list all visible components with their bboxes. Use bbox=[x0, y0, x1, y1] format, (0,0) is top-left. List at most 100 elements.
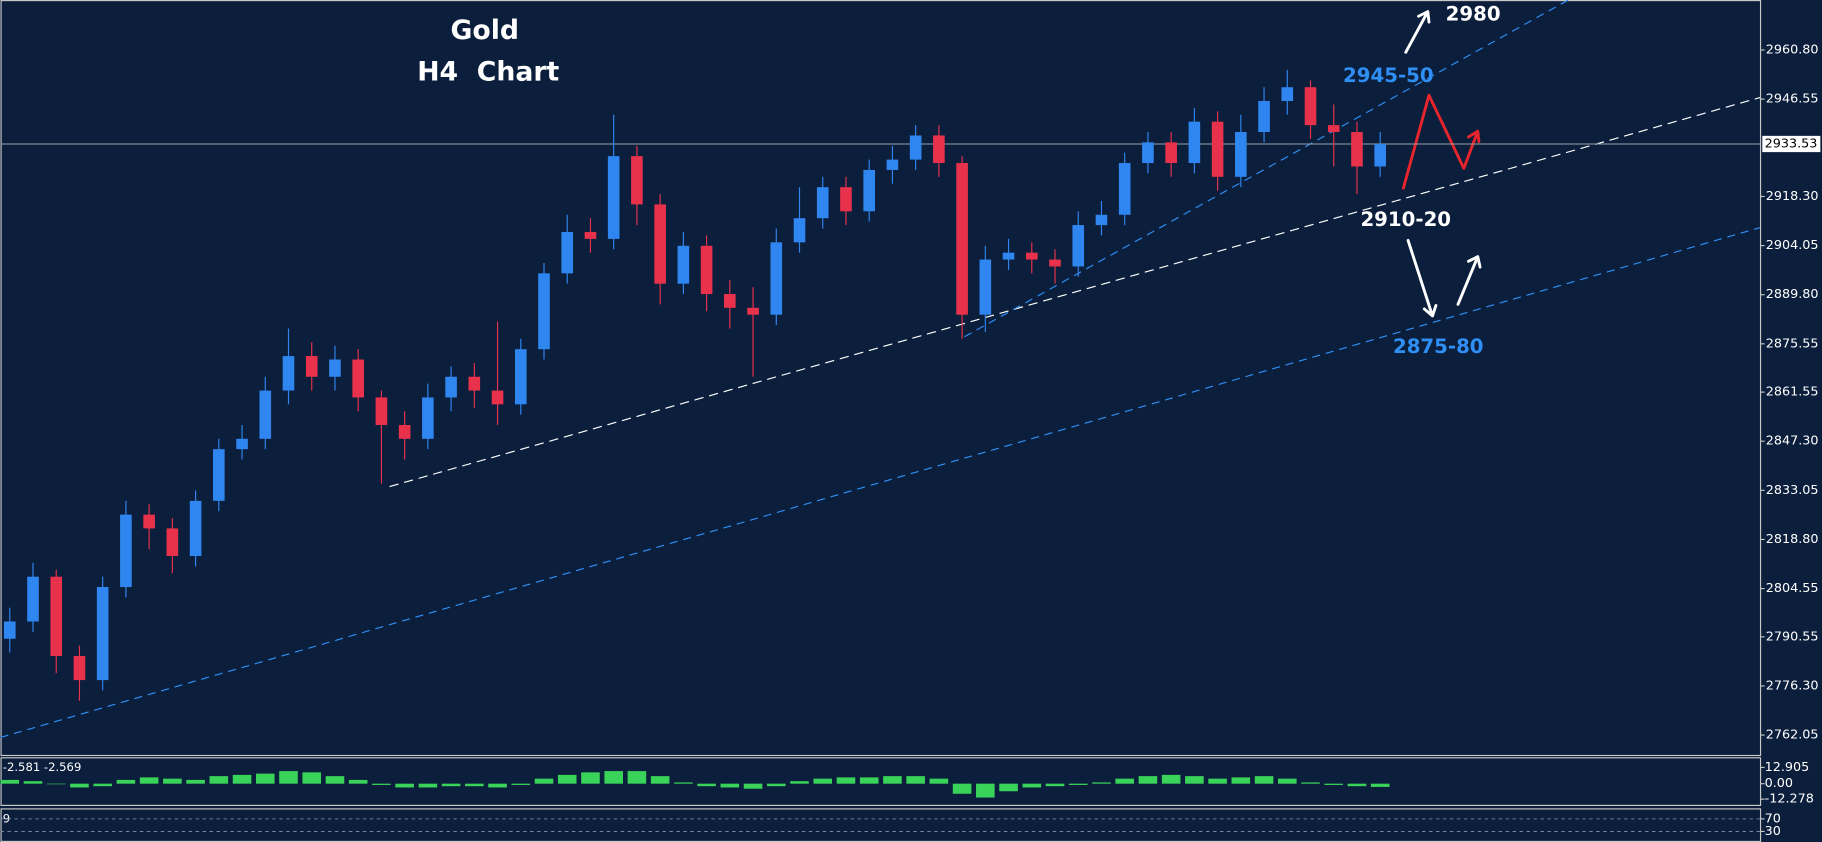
candle-body bbox=[27, 576, 39, 622]
macd-bar bbox=[1324, 783, 1344, 785]
candle-body bbox=[1072, 225, 1085, 267]
macd-bar bbox=[255, 773, 275, 784]
candle-body bbox=[1002, 252, 1015, 260]
candle-body bbox=[863, 169, 875, 212]
osc-panel-border bbox=[0, 808, 1762, 842]
y-tick-label: 2790.55 bbox=[1766, 629, 1819, 644]
macd-bar bbox=[1277, 778, 1297, 784]
candle-body bbox=[50, 576, 63, 656]
candle-body bbox=[96, 587, 109, 681]
macd-bar bbox=[23, 781, 43, 784]
candle-body bbox=[329, 359, 341, 377]
macd-bar bbox=[441, 783, 461, 787]
candle-body bbox=[1374, 144, 1387, 167]
candle-body bbox=[1304, 87, 1317, 126]
candle-body bbox=[607, 156, 620, 239]
macd-bar bbox=[1045, 783, 1065, 787]
candle-body bbox=[933, 135, 945, 164]
candle-body bbox=[120, 514, 132, 588]
macd-bar bbox=[883, 776, 902, 784]
macd-bar bbox=[70, 783, 89, 788]
macd-bar bbox=[813, 778, 833, 784]
candle-body bbox=[1235, 132, 1247, 177]
candle-body bbox=[886, 159, 899, 170]
macd-bar bbox=[604, 771, 623, 784]
y-tick-label: 2960.80 bbox=[1766, 42, 1819, 57]
annotation: 2910-20 bbox=[1360, 208, 1451, 231]
macd-bar bbox=[1254, 776, 1274, 784]
indicator-label: -2.581 -2.569 bbox=[3, 760, 82, 774]
y-tick-label: 2904.05 bbox=[1766, 238, 1819, 253]
candle-body bbox=[631, 156, 643, 205]
candle-body bbox=[305, 356, 318, 377]
indicator-label: 9 bbox=[3, 811, 10, 825]
arrow bbox=[1404, 10, 1431, 54]
current-price-box bbox=[1762, 135, 1821, 153]
candle-body bbox=[538, 273, 550, 350]
arrow bbox=[1456, 255, 1482, 306]
trend-line bbox=[964, 0, 1569, 338]
macd-bar bbox=[697, 783, 716, 787]
candle-body bbox=[1049, 259, 1061, 267]
candle-body bbox=[491, 390, 504, 405]
candle-body bbox=[236, 438, 248, 450]
candle-body bbox=[770, 242, 783, 315]
macd-bar bbox=[488, 783, 507, 788]
macd-bar bbox=[511, 783, 531, 785]
annotation: 2875-80 bbox=[1393, 335, 1484, 358]
candle-body bbox=[654, 204, 666, 284]
arrow bbox=[1406, 238, 1438, 318]
macd-bar bbox=[1068, 783, 1088, 785]
candle-body bbox=[956, 163, 968, 315]
macd-bar bbox=[790, 781, 809, 784]
candle-body bbox=[1188, 121, 1201, 164]
y-tick-label: 2804.55 bbox=[1766, 581, 1819, 596]
candle-body bbox=[840, 187, 852, 212]
macd-bar bbox=[418, 783, 438, 788]
macd-bar bbox=[557, 774, 577, 784]
macd-bar bbox=[952, 783, 972, 794]
macd-bar bbox=[743, 783, 763, 789]
y-tick-label: 2776.30 bbox=[1766, 678, 1819, 693]
macd-bar bbox=[348, 779, 368, 784]
candle-body bbox=[1095, 214, 1108, 226]
macd-bar bbox=[999, 783, 1018, 792]
macd-bar bbox=[186, 779, 205, 784]
y-tick-label: 2847.30 bbox=[1766, 434, 1819, 449]
macd-bar bbox=[46, 783, 66, 785]
trend-line bbox=[0, 227, 1761, 739]
macd-bar bbox=[163, 778, 182, 784]
macd-bar bbox=[627, 771, 647, 784]
current-price-label: 2933.53 bbox=[1765, 136, 1818, 151]
y-tick-label: 2946.55 bbox=[1766, 92, 1819, 107]
candle-body bbox=[3, 621, 16, 639]
y-tick-label: 2889.80 bbox=[1766, 287, 1819, 302]
candle-body bbox=[816, 187, 829, 219]
annotation: 2980 bbox=[1446, 3, 1501, 26]
macd-bar bbox=[1208, 778, 1227, 784]
candle-body bbox=[352, 359, 364, 398]
candle-body bbox=[724, 294, 736, 308]
candle-body bbox=[166, 528, 179, 557]
macd-bar bbox=[372, 783, 391, 785]
macd-bar bbox=[1138, 776, 1158, 784]
macd-bar bbox=[1161, 774, 1181, 784]
candle-body bbox=[1025, 252, 1038, 260]
macd-bar bbox=[720, 783, 740, 788]
macd-bar bbox=[766, 783, 786, 787]
y-tick-label: 2861.55 bbox=[1766, 385, 1819, 400]
candle-body bbox=[1351, 132, 1363, 167]
macd-bar bbox=[650, 776, 670, 784]
macd-bar bbox=[1092, 782, 1111, 784]
candle-body bbox=[561, 231, 574, 274]
macd-bar bbox=[836, 777, 856, 784]
macd-bar bbox=[1231, 777, 1251, 784]
candle-body bbox=[375, 397, 388, 426]
macd-bar bbox=[1185, 776, 1204, 784]
candle-body bbox=[398, 425, 411, 439]
candle-body bbox=[143, 514, 155, 529]
macd-bar bbox=[674, 782, 693, 784]
main-panel-border bbox=[0, 0, 1762, 757]
